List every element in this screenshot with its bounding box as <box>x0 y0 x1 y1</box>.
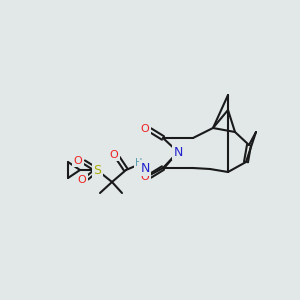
Text: H: H <box>135 158 143 168</box>
Text: O: O <box>141 172 149 182</box>
Text: N: N <box>140 161 150 175</box>
Text: N: N <box>173 146 183 158</box>
Text: O: O <box>110 150 118 160</box>
Text: S: S <box>93 164 101 176</box>
Text: O: O <box>141 124 149 134</box>
Text: O: O <box>78 175 86 185</box>
Text: O: O <box>74 156 82 166</box>
